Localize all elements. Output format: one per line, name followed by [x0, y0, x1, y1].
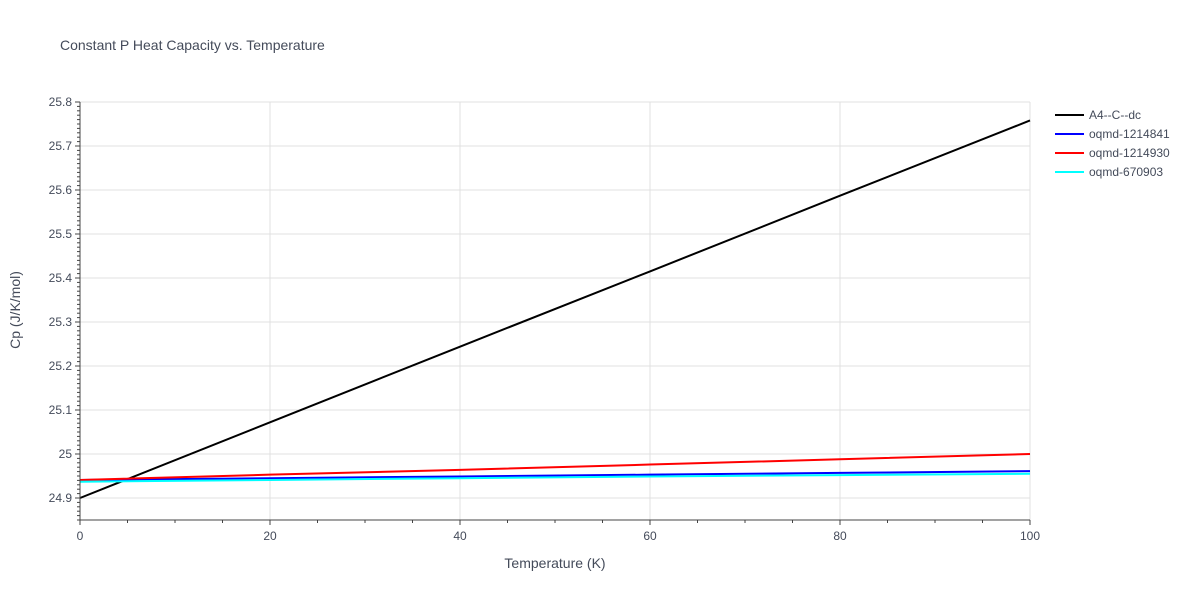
x-tick-label: 20	[263, 529, 277, 543]
y-tick-label: 25.7	[49, 139, 73, 153]
y-tick-label: 25.4	[49, 271, 73, 285]
series-line-oqmd-670903	[79, 472, 1031, 483]
x-tick-label: 0	[77, 529, 84, 543]
x-tick-label: 60	[643, 529, 657, 543]
x-axis-title: Temperature (K)	[504, 555, 605, 571]
x-tick-label: 80	[833, 529, 847, 543]
legend-label: oqmd-670903	[1089, 165, 1163, 179]
legend[interactable]: A4--C--dc oqmd-1214841 oqmd-1214930 oqmd-67…	[1055, 108, 1170, 179]
series-line-oqmd-1214841	[79, 470, 1031, 481]
axes: 0 20 40 60 80 100 24.9 25 25.1 25.2 25.3 25.4 25.5 25…	[49, 95, 1041, 543]
legend-item-A4--C--dc[interactable]: A4--C--dc	[1055, 108, 1141, 122]
y-tick-label: 24.9	[49, 491, 73, 505]
y-tick-label: 25	[59, 447, 73, 461]
y-tick-label: 25.1	[49, 403, 73, 417]
y-tick-label: 25.8	[49, 95, 73, 109]
y-tick-label: 25.5	[49, 227, 73, 241]
y-tick-label: 25.6	[49, 183, 73, 197]
legend-label: A4--C--dc	[1089, 108, 1141, 122]
x-tick-label: 40	[453, 529, 467, 543]
y-axis-title: Cp (J/K/mol)	[7, 271, 23, 349]
series-line-A4--C--dc	[79, 119, 1031, 499]
legend-label: oqmd-1214930	[1089, 146, 1170, 160]
legend-item-oqmd-670903[interactable]: oqmd-670903	[1055, 165, 1163, 179]
legend-item-oqmd-1214841[interactable]: oqmd-1214841	[1055, 127, 1170, 141]
grid	[80, 101, 1031, 520]
x-tick-label: 100	[1020, 529, 1040, 543]
legend-item-oqmd-1214930[interactable]: oqmd-1214930	[1055, 146, 1170, 160]
series-line-oqmd-1214930	[79, 453, 1031, 481]
y-tick-label: 25.3	[49, 315, 73, 329]
chart-title: Constant P Heat Capacity vs. Temperature	[60, 37, 325, 53]
legend-label: oqmd-1214841	[1089, 127, 1170, 141]
series-lines	[79, 119, 1031, 499]
y-tick-label: 25.2	[49, 359, 73, 373]
